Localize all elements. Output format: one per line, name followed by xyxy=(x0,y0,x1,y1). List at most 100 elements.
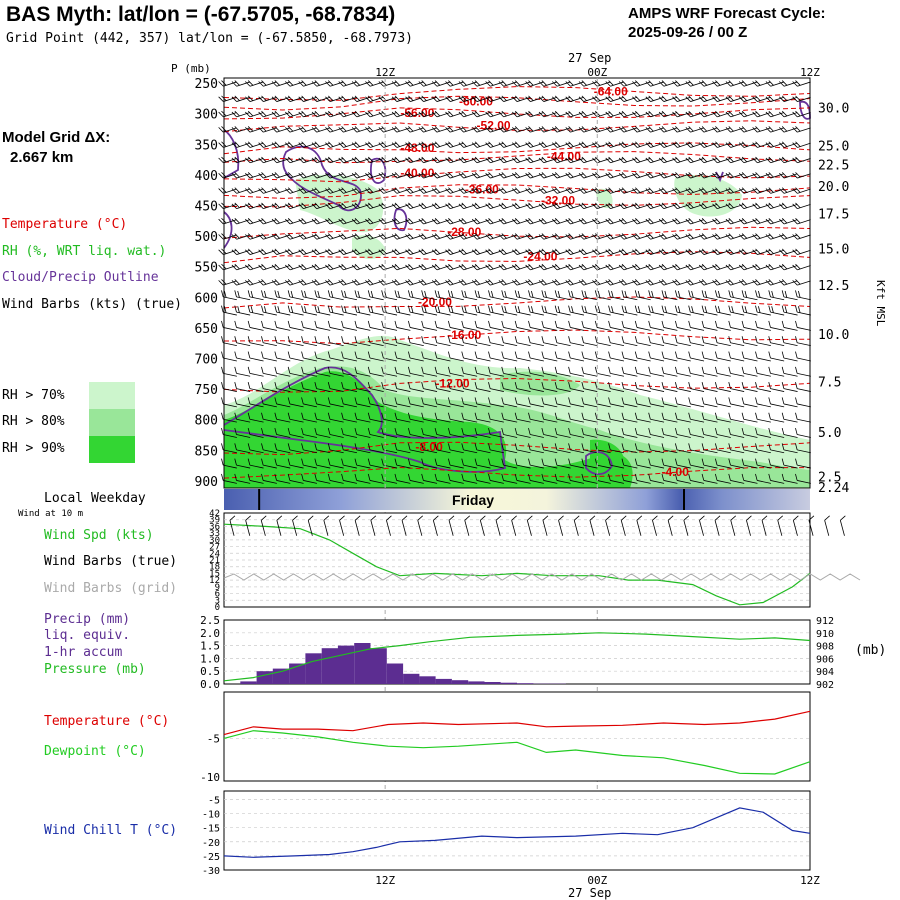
wind-barb-flag xyxy=(792,203,798,209)
wind-barb xyxy=(698,141,718,148)
wind-barb xyxy=(605,156,624,164)
wind-barb-flag xyxy=(658,142,665,148)
wind-barb-flag xyxy=(461,217,467,224)
wind-barb xyxy=(445,172,464,179)
wind-barb-flag xyxy=(768,141,774,147)
wind-barb-flag xyxy=(311,218,318,225)
wind-barb xyxy=(538,202,558,210)
wind-barb-flag xyxy=(621,126,627,132)
wind-barb xyxy=(485,110,504,118)
wind-barb-flag xyxy=(765,81,771,87)
wind-barb-staff xyxy=(610,142,624,148)
wind-barb-flag xyxy=(261,202,267,209)
wind-barb-staff xyxy=(623,96,638,102)
wind-barb xyxy=(565,217,584,225)
wind-barb xyxy=(471,126,491,133)
wind-barb-flag xyxy=(498,218,504,225)
wind-barb-flag xyxy=(738,96,745,102)
wind-barb-flag xyxy=(405,96,411,102)
wind-barb-flag xyxy=(661,187,667,193)
wind-barb-staff xyxy=(783,142,798,148)
wind-barb-flag xyxy=(621,217,627,224)
wind-barb-flag xyxy=(325,218,331,225)
wind-barb xyxy=(765,202,785,210)
wind-barb-staff xyxy=(289,142,304,148)
wind-barb xyxy=(672,110,691,118)
wind-barb xyxy=(712,156,731,164)
wind-barb-flag xyxy=(488,126,494,132)
wind-barb-flag xyxy=(365,157,371,164)
wind-barb-staff xyxy=(370,219,384,225)
wind-barb-flag xyxy=(701,156,708,163)
wind-barb-staff xyxy=(583,127,598,133)
wind-barb-flag xyxy=(648,202,654,209)
wind-barb-flag xyxy=(795,217,801,224)
precip-bar xyxy=(305,653,322,684)
wind-barb-staff xyxy=(249,158,264,164)
wind-barb xyxy=(391,156,411,164)
wind-barb-flag xyxy=(301,156,307,163)
wind-barb-staff xyxy=(330,127,344,133)
wind-barb-staff xyxy=(556,158,571,164)
wind-barb xyxy=(578,141,598,148)
wind-barb-staff xyxy=(423,203,437,210)
wind-barb-flag xyxy=(311,81,318,87)
wind-barb-staff xyxy=(370,158,384,164)
wind-barb xyxy=(632,172,651,179)
wind-barb xyxy=(552,202,571,210)
wind-barb-flag xyxy=(408,187,414,193)
wind-barb xyxy=(752,172,771,179)
wind-barb xyxy=(271,110,291,118)
wind-barb xyxy=(578,110,598,118)
wind-barb-flag xyxy=(234,95,240,101)
wind-barb-staff xyxy=(783,112,798,118)
wind-barb-flag xyxy=(338,157,344,164)
wind-barb-flag xyxy=(501,202,507,209)
wind-barb-staff xyxy=(743,158,758,164)
wind-barb-flag xyxy=(538,111,545,118)
wind-barb-flag xyxy=(471,127,478,133)
wind-barb-flag xyxy=(501,110,507,117)
wind-barb xyxy=(658,126,678,133)
wind-barb-staff xyxy=(516,96,531,102)
wind-barb xyxy=(391,80,411,87)
wind-barb xyxy=(672,172,691,179)
dewpoint-label: Dewpoint (°C) xyxy=(44,744,146,759)
wind-barb xyxy=(779,202,798,210)
wind-barb xyxy=(565,172,584,179)
wind-barb-flag xyxy=(779,218,785,225)
wind-barb-flag xyxy=(458,173,464,179)
wind-barb-staff xyxy=(717,173,731,179)
wind-barb-staff xyxy=(236,142,251,148)
wind-barb-flag xyxy=(341,80,347,86)
wind-barb-flag xyxy=(461,141,467,147)
wind-barb-flag xyxy=(338,111,344,118)
wind-barb-staff xyxy=(717,158,731,164)
wind-barb-flag xyxy=(245,96,251,102)
wind-barb-staff xyxy=(530,173,544,179)
wind-barb-flag xyxy=(661,156,667,163)
wind-barb-flag xyxy=(434,172,441,178)
wind-barb-flag xyxy=(728,156,734,163)
wind-barb-staff xyxy=(316,219,331,225)
wind-barb-flag xyxy=(421,141,427,147)
wind-barb-staff xyxy=(343,142,357,148)
wind-barb-flag xyxy=(528,202,534,209)
wind-barb-flag xyxy=(474,172,481,178)
wind-barb-staff xyxy=(396,81,411,87)
wind-barb-flag xyxy=(715,141,721,147)
wind-barb-flag xyxy=(605,173,611,179)
wind-barb-flag xyxy=(592,188,598,194)
wind-barb-flag xyxy=(354,172,360,178)
wind-barb-flag xyxy=(301,110,307,117)
wind-barb-flag xyxy=(431,157,438,164)
wind-barb xyxy=(365,80,384,87)
wind-barb-flag xyxy=(565,188,571,194)
precip-bar xyxy=(337,645,355,684)
wind-barb-flag xyxy=(498,111,504,118)
wind-barb-flag xyxy=(301,187,307,193)
wind-barb-flag xyxy=(514,126,521,132)
wind-barb-staff xyxy=(423,188,437,194)
wind-barb-staff xyxy=(556,173,571,179)
wind-barb xyxy=(458,187,478,194)
